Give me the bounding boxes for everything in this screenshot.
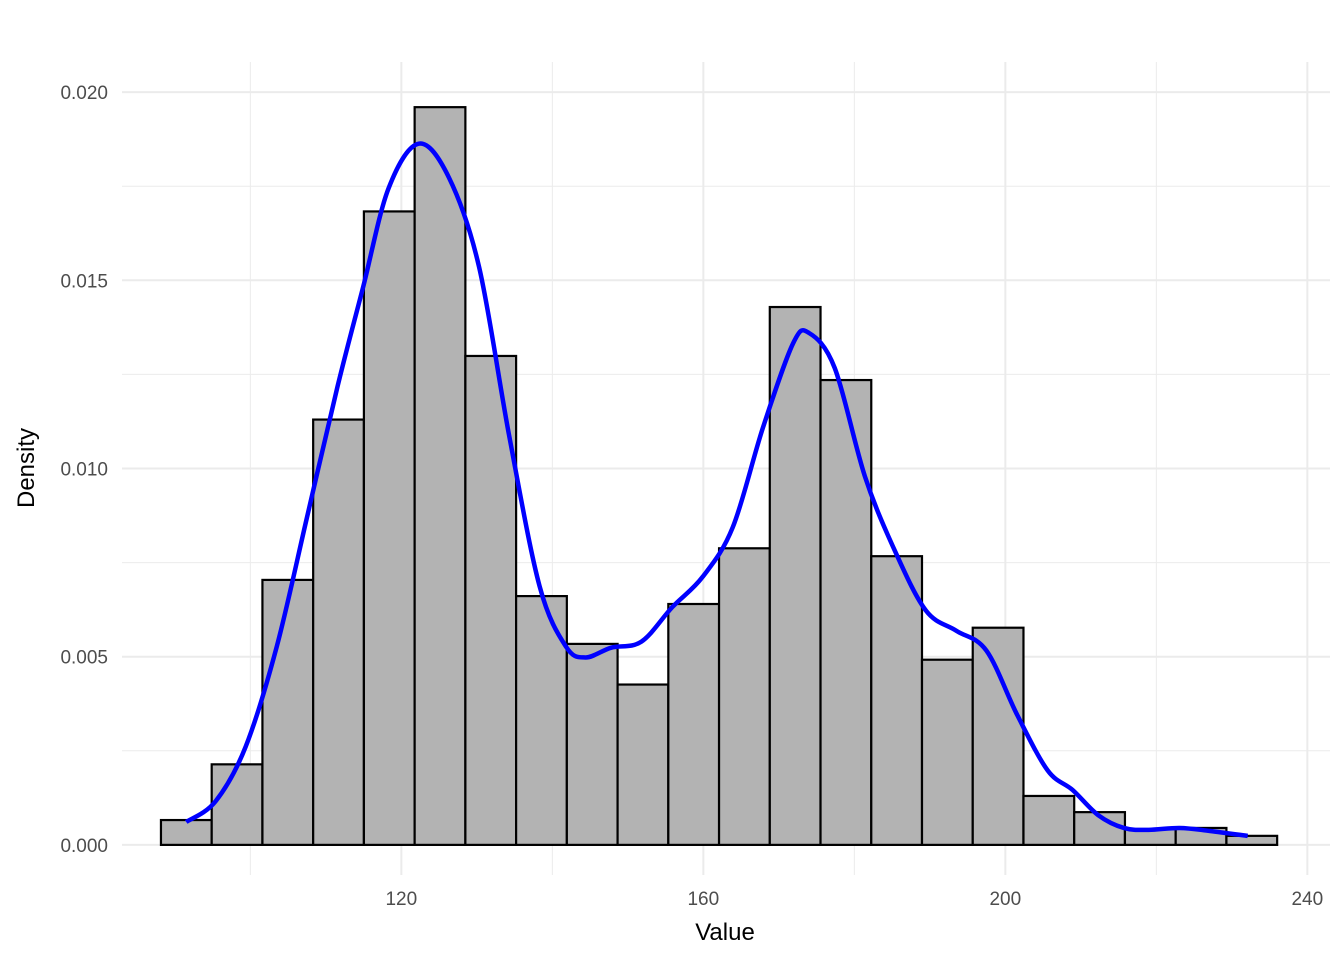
histogram-bar [565, 642, 619, 846]
histogram-bar [1022, 794, 1076, 846]
histogram-bar [819, 378, 873, 846]
y-tick-label: 0.000 [60, 836, 108, 857]
histogram-bar [768, 305, 822, 846]
x-axis-label: Value [695, 919, 755, 946]
histogram-bar [413, 106, 467, 846]
y-tick-label: 0.015 [60, 271, 108, 292]
histogram-bar [920, 658, 974, 846]
y-axis-label: Density [13, 428, 40, 508]
histogram-bar [312, 418, 366, 846]
histogram-bar [261, 578, 315, 846]
y-tick-label: 0.020 [60, 83, 108, 104]
histogram-bar [210, 763, 264, 846]
x-axis-ticks: 120 160 200 240 [385, 889, 1323, 910]
y-axis-ticks: 0.000 0.005 0.010 0.015 0.020 [60, 83, 108, 857]
x-tick-label: 120 [385, 889, 417, 910]
histogram-bar [717, 547, 771, 846]
density-curve [184, 141, 1248, 839]
y-tick-label: 0.010 [60, 460, 108, 481]
histogram-bar [1225, 834, 1279, 846]
x-tick-label: 200 [989, 889, 1021, 910]
histogram-bars [159, 106, 1279, 846]
histogram-bar [870, 555, 924, 846]
x-tick-label: 240 [1291, 889, 1323, 910]
histogram-bar [971, 626, 1025, 846]
histogram-bar [667, 602, 721, 846]
histogram-bar [616, 683, 670, 846]
histogram-bar [362, 210, 416, 846]
histogram-bar [159, 818, 213, 846]
y-tick-label: 0.005 [60, 648, 108, 669]
x-tick-label: 160 [687, 889, 719, 910]
